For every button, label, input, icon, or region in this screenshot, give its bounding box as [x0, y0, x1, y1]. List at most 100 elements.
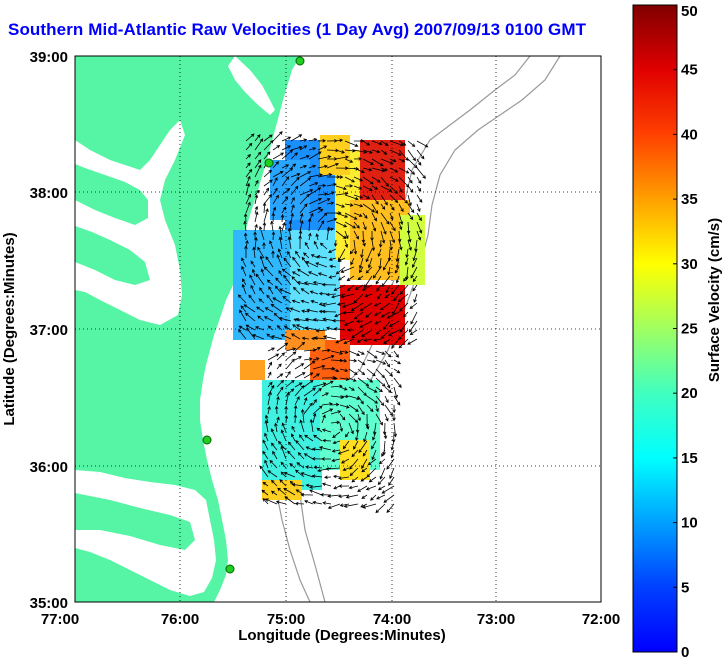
velocity-arrow [291, 482, 305, 487]
chesapeake-bay [75, 120, 185, 325]
velocity-arrow [244, 245, 248, 259]
velocity-arrow [393, 422, 398, 438]
velocity-arrow [245, 193, 251, 205]
velocity-arrow [262, 481, 269, 487]
velocity-arrow [317, 192, 329, 196]
velocity-arrow [245, 201, 251, 214]
colorbar-label: Surface Velocity (cm/s) [706, 218, 723, 382]
velocity-arrow [416, 167, 426, 179]
velocity-arrow [335, 149, 345, 154]
velocity-arrow [398, 338, 409, 349]
velocity-arrow [398, 167, 410, 174]
station-marker [264, 158, 274, 168]
velocity-arrow [335, 266, 346, 275]
velocity-arrow [380, 158, 394, 165]
velocity-arrow [377, 485, 386, 491]
velocity-arrow [303, 387, 317, 397]
velocity-arrow [394, 266, 400, 274]
velocity-arrow [388, 320, 400, 327]
x-axis-label: Longitude (Degrees:Minutes) [238, 627, 446, 644]
velocity-arrow [269, 459, 278, 469]
velocity-arrow [335, 155, 349, 160]
velocity-arrow [325, 292, 337, 297]
velocity-arrow [260, 268, 265, 277]
velocity-arrow [263, 179, 273, 187]
velocity-arrow [252, 246, 256, 259]
velocity-arrow [371, 194, 379, 205]
velocity-arrow [272, 450, 278, 460]
velocity-arrow [264, 414, 269, 424]
velocity-arrow [398, 203, 404, 213]
velocity-arrow [344, 239, 349, 248]
velocity-arrow [257, 246, 265, 259]
velocity-arrow [299, 155, 310, 160]
velocity-arrow [327, 503, 341, 509]
velocity-arrow [377, 248, 382, 258]
velocity-arrow [407, 140, 416, 147]
velocity-arrow [389, 203, 395, 211]
velocity-arrow [376, 284, 382, 292]
velocity-arrow [383, 320, 391, 331]
velocity-arrow [299, 434, 305, 442]
velocity-arrow [267, 391, 272, 406]
velocity-arrow [279, 288, 292, 295]
velocity-arrow [353, 157, 363, 161]
velocity-arrow [276, 352, 286, 361]
velocity-arrow [353, 212, 363, 217]
velocity-arrow [263, 266, 274, 277]
velocity-arrow [318, 302, 328, 306]
velocity-arrow [398, 158, 406, 163]
velocity-arrow [284, 496, 296, 505]
velocity-arrow [270, 428, 278, 442]
velocity-arrow [291, 333, 301, 340]
velocity-arrow [389, 212, 394, 221]
velocity-arrow [395, 248, 400, 263]
velocity-arrow [313, 434, 323, 442]
velocity-arrow [281, 196, 289, 205]
velocity-arrow [245, 182, 251, 196]
velocity-arrow [416, 149, 425, 160]
velocity-arrow [270, 220, 274, 232]
velocity-arrow [389, 158, 397, 163]
velocity-arrow [281, 422, 287, 433]
velocity-arrow [413, 293, 418, 303]
velocity-arrow [275, 277, 283, 286]
velocity-arrow [245, 175, 251, 187]
velocity-arrow [373, 338, 382, 342]
velocity-arrow [307, 217, 312, 232]
velocity-arrow [287, 236, 292, 250]
velocity-arrow [344, 212, 358, 220]
velocity-arrow [283, 257, 292, 268]
velocity-arrow [294, 363, 305, 370]
velocity-arrow [399, 284, 409, 295]
velocity-arrow [300, 408, 305, 424]
velocity-arrow [355, 422, 360, 434]
velocity-arrow [407, 176, 413, 184]
colorbar-tick-label: 40 [681, 126, 698, 143]
velocity-arrow [266, 279, 274, 286]
velocity-arrow [353, 293, 364, 304]
velocity-arrow [351, 329, 364, 339]
velocity-arrow [379, 467, 386, 480]
velocity-arrow [412, 248, 418, 262]
velocity-arrow [270, 490, 278, 496]
velocity-arrow [335, 221, 348, 228]
velocity-arrow [389, 149, 402, 156]
velocity-arrow [336, 302, 346, 306]
velocity-arrow [393, 359, 401, 365]
velocity-arrow [367, 257, 373, 269]
velocity-arrow [393, 368, 401, 374]
velocity-arrow [348, 386, 355, 391]
pamlico-sound [75, 470, 216, 596]
velocity-arrow [389, 185, 398, 195]
velocity-arrow [290, 204, 295, 214]
velocity-arrow [344, 140, 359, 147]
velocity-arrow [290, 196, 295, 205]
velocity-arrow [339, 377, 350, 381]
velocity-arrow [299, 189, 314, 196]
station-marker [202, 435, 212, 445]
velocity-arrow [397, 230, 402, 243]
velocity-arrow [239, 309, 247, 322]
